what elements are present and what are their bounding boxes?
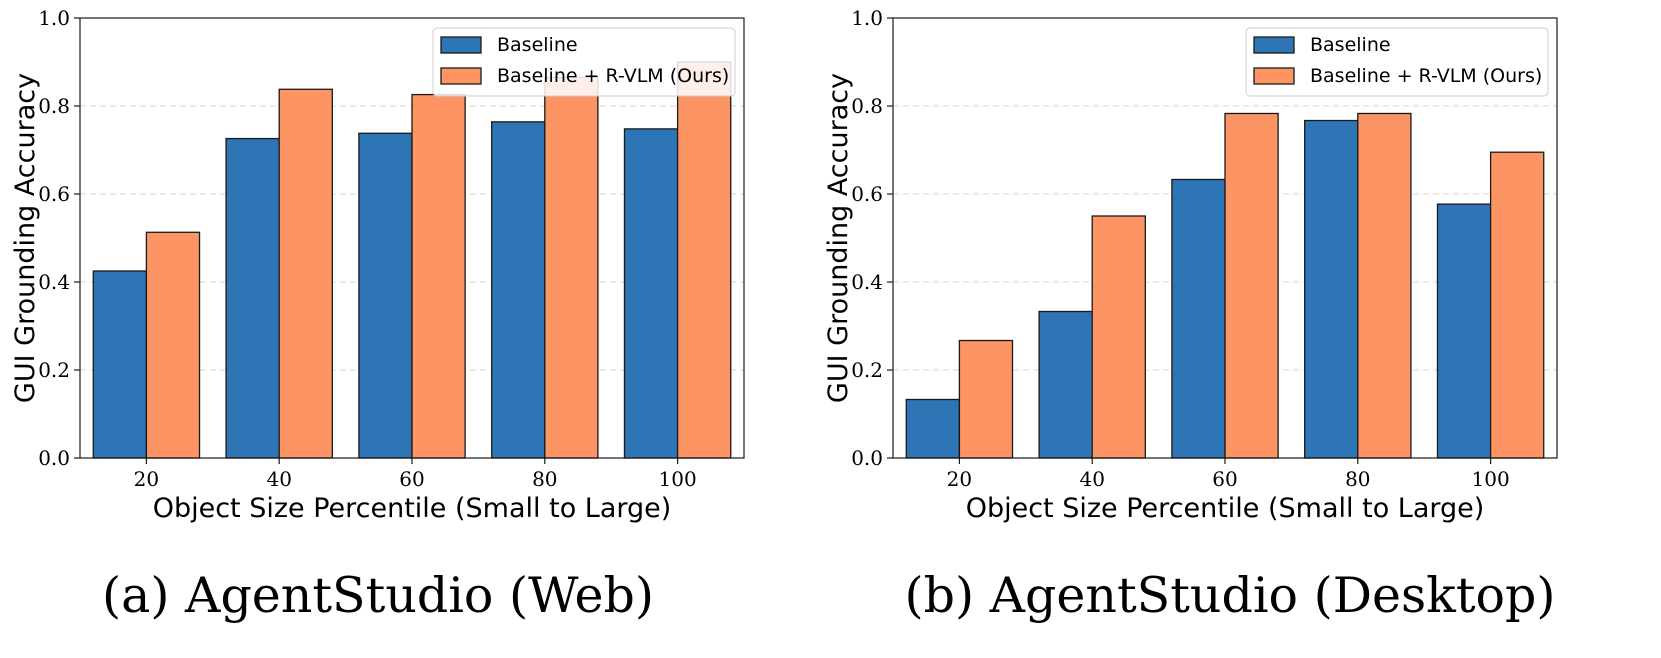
y-tick-label: 0.8 — [38, 94, 70, 118]
y-axis-label: GUI Grounding Accuracy — [10, 73, 41, 403]
x-tick-label: 40 — [1079, 467, 1104, 491]
legend-swatch-baseline — [1253, 36, 1295, 54]
y-tick-label: 0.2 — [851, 358, 883, 382]
x-tick-label: 100 — [659, 467, 697, 491]
x-tick-label: 80 — [1345, 467, 1370, 491]
bar-baseline-40 — [1038, 310, 1093, 459]
bar-baseline-60 — [1171, 178, 1226, 459]
y-tick-label: 1.0 — [851, 6, 883, 30]
bar-rvlm-20 — [145, 231, 201, 459]
legend-swatch-rvlm — [440, 67, 482, 85]
x-tick-label: 20 — [947, 467, 972, 491]
y-tick-label: 0.0 — [38, 446, 70, 470]
bar-baseline-100 — [623, 128, 679, 459]
bar-rvlm-40 — [1091, 215, 1146, 459]
x-axis-label: Object Size Percentile (Small to Large) — [966, 493, 1485, 524]
y-tick-label: 0.6 — [851, 182, 883, 206]
legend-label-baseline: Baseline — [1310, 34, 1391, 56]
bar-baseline-100 — [1436, 203, 1492, 459]
x-tick-label: 80 — [532, 467, 557, 491]
bar-baseline-80 — [491, 121, 546, 459]
x-tick-label: 100 — [1472, 467, 1510, 491]
legend-label-rvlm: Baseline + R-VLM (Ours) — [497, 65, 729, 87]
y-tick-label: 0.8 — [851, 94, 883, 118]
x-axis-label: Object Size Percentile (Small to Large) — [153, 493, 672, 524]
y-tick-label: 1.0 — [38, 6, 70, 30]
bar-rvlm-80 — [544, 76, 599, 459]
bar-rvlm-80 — [1357, 112, 1412, 459]
bar-baseline-80 — [1304, 119, 1359, 459]
legend-frame — [1245, 27, 1549, 97]
bar-rvlm-40 — [278, 88, 333, 459]
bar-rvlm-100 — [676, 61, 732, 459]
x-tick-label: 60 — [399, 467, 424, 491]
x-tick-label: 20 — [134, 467, 159, 491]
figure-caption: (b) AgentStudio (Desktop) — [904, 567, 1555, 624]
bar-baseline-20 — [905, 398, 961, 459]
y-tick-label: 0.2 — [38, 358, 70, 382]
bar-rvlm-20 — [958, 339, 1014, 459]
bar-baseline-20 — [92, 270, 148, 459]
bar-baseline-40 — [225, 137, 280, 459]
x-tick-label: 40 — [266, 467, 291, 491]
bar-rvlm-60 — [411, 93, 466, 459]
x-tick-label: 60 — [1212, 467, 1237, 491]
legend-frame — [432, 27, 736, 97]
legend-label-baseline: Baseline — [497, 34, 578, 56]
legend-swatch-rvlm — [1253, 67, 1295, 85]
legend: Baseline Baseline + R-VLM (Ours) — [432, 27, 736, 97]
bar-baseline-60 — [358, 132, 413, 459]
y-axis-label: GUI Grounding Accuracy — [823, 73, 854, 403]
legend-swatch-baseline — [440, 36, 482, 54]
y-tick-label: 0.0 — [851, 446, 883, 470]
legend-label-rvlm: Baseline + R-VLM (Ours) — [1310, 65, 1542, 87]
legend: Baseline Baseline + R-VLM (Ours) — [1245, 27, 1549, 97]
y-tick-label: 0.6 — [38, 182, 70, 206]
y-tick-label: 0.4 — [851, 270, 883, 294]
figure-caption: (a) AgentStudio (Web) — [102, 567, 654, 624]
y-tick-label: 0.4 — [38, 270, 70, 294]
bar-rvlm-60 — [1224, 112, 1279, 459]
bar-rvlm-100 — [1489, 151, 1545, 459]
